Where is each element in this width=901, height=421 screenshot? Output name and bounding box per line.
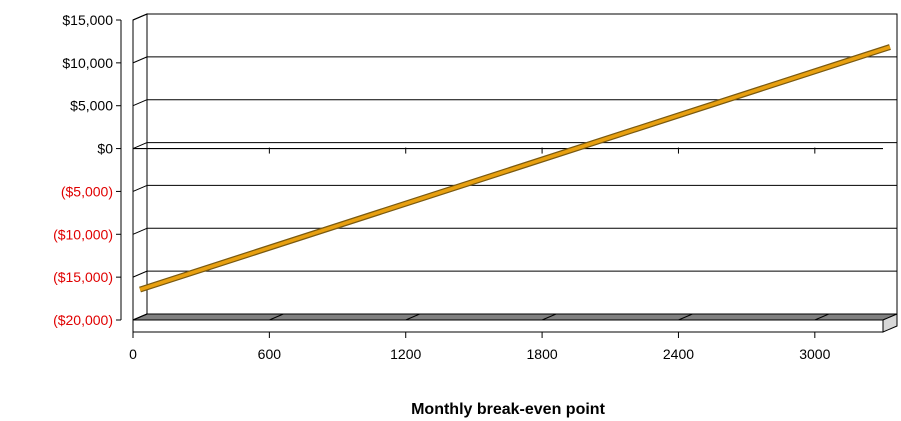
x-tick-label: 1800	[527, 346, 558, 362]
y-tick-label: $15,000	[62, 12, 113, 28]
floor-grid	[132, 313, 148, 321]
floor-grid	[678, 313, 693, 321]
x-axis-label: Monthly break-even point	[411, 401, 605, 418]
x-tick-label: 600	[258, 346, 282, 362]
x-axis: 0 600 1200 1800 2400 3000	[129, 332, 831, 362]
gridline-side	[132, 142, 148, 150]
floor-top	[132, 313, 898, 321]
floor-grid	[405, 313, 420, 321]
floor-grid	[269, 313, 284, 321]
y-tick-label: $5,000	[70, 98, 113, 114]
gridlines	[132, 13, 897, 278]
gridline-side	[132, 227, 148, 235]
floor-grid	[814, 313, 830, 321]
y-tick-label: ($5,000)	[61, 183, 113, 199]
floor-side	[882, 313, 898, 333]
floor-front	[132, 319, 884, 333]
x-tick-label: 3000	[799, 346, 830, 362]
x-tick-label: 2400	[663, 346, 694, 362]
gridline-side	[132, 270, 148, 278]
floor-grid	[541, 313, 557, 321]
y-tick-label: $0	[97, 141, 113, 157]
y-axis: $15,000 $10,000 $5,000 $0 ($5,000) ($10,000) (…	[53, 12, 122, 328]
series-layer	[139, 44, 891, 293]
y-tick-label: $10,000	[62, 55, 113, 71]
x-tick-label: 1200	[390, 346, 421, 362]
chart-floor	[132, 313, 898, 333]
gridline-side	[132, 56, 148, 64]
x-tick-label: 0	[129, 346, 137, 362]
y-tick-label: ($20,000)	[53, 312, 113, 328]
gridline-side	[132, 99, 148, 107]
y-tick-label: ($10,000)	[53, 226, 113, 242]
series-line	[139, 45, 891, 292]
gridline-side	[132, 184, 148, 192]
y-tick-label: ($15,000)	[53, 269, 113, 285]
gridline-side	[132, 13, 148, 21]
